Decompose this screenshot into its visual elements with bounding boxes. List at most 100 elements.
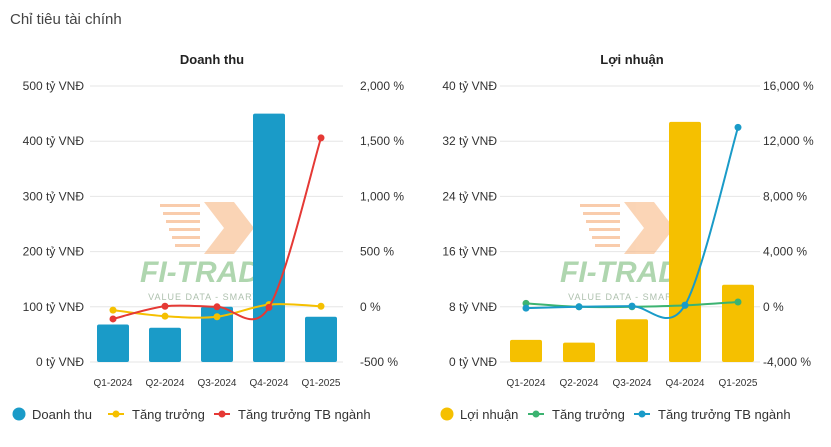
legend-marker <box>218 410 226 418</box>
line-tang-truong-tb-nganh <box>525 127 739 319</box>
bar-loi-nhuan <box>669 121 701 362</box>
left-axis-tick: 0 tỷ VNĐ <box>449 355 497 369</box>
watermark-stripe <box>592 236 620 239</box>
point-tang-truong-tb-nganh <box>317 134 325 142</box>
right-axis-tick: 500 % <box>360 245 394 259</box>
chart-title: Lợi nhuận <box>600 52 663 67</box>
legend-marker <box>532 410 540 418</box>
watermark-stripe <box>586 220 620 223</box>
chart-title: Doanh thu <box>180 52 244 67</box>
right-axis-tick: 4,000 % <box>763 245 807 259</box>
watermark-arrow-icon <box>624 202 674 254</box>
left-axis-tick: 8 tỷ VNĐ <box>449 300 497 314</box>
revenue-chart: Doanh thu 500 tỷ VNĐ 2,000 % 400 tỷ VNĐ 1,50… <box>12 52 404 422</box>
x-axis-tick: Q1-2024 <box>507 378 546 389</box>
x-axis-tick: Q1-2024 <box>94 378 133 389</box>
bar-loi-nhuan <box>510 339 542 362</box>
bar-loi-nhuan <box>563 342 595 362</box>
right-axis-tick: -500 % <box>360 355 398 369</box>
legend-bar-symbol <box>12 407 26 421</box>
watermark-tagline: VALUE DATA - SMART I <box>148 292 266 302</box>
legend-marker <box>638 410 646 418</box>
bar-doanh-thu <box>253 113 285 362</box>
point-tang-truong-tb-nganh <box>213 303 221 311</box>
watermark-stripe <box>172 236 200 239</box>
legend-label: Tăng trưởng <box>132 407 205 422</box>
legend-item-tang-truong-tb-nganh[interactable]: Tăng trưởng TB ngành <box>634 407 791 422</box>
point-tang-truong <box>161 312 169 320</box>
point-tang-truong <box>109 306 117 314</box>
point-tang-truong-tb-nganh <box>734 123 742 131</box>
left-axis-tick: 100 tỷ VNĐ <box>23 300 85 314</box>
right-axis-tick: 1,000 % <box>360 189 404 203</box>
bar-doanh-thu <box>149 327 181 362</box>
right-axis-tick: 8,000 % <box>763 189 807 203</box>
bar-doanh-thu <box>97 324 129 362</box>
left-axis-tick: 16 tỷ VNĐ <box>442 245 497 259</box>
point-tang-truong-tb-nganh <box>265 303 273 311</box>
watermark-stripe <box>166 220 200 223</box>
chart-group: Doanh thu 500 tỷ VNĐ 2,000 % 400 tỷ VNĐ 1,50… <box>12 52 404 422</box>
x-axis-tick: Q3-2024 <box>198 378 237 389</box>
left-axis-tick: 0 tỷ VNĐ <box>36 355 84 369</box>
legend-label: Tăng trưởng TB ngành <box>658 407 791 422</box>
right-axis-tick: 0 % <box>763 300 784 314</box>
x-axis-tick: Q1-2025 <box>719 378 758 389</box>
watermark-stripe <box>583 212 620 215</box>
watermark-stripe <box>160 204 200 207</box>
point-tang-truong-tb-nganh <box>628 302 636 310</box>
watermark-stripe <box>580 204 620 207</box>
legend-marker <box>112 410 120 418</box>
left-axis-tick: 200 tỷ VNĐ <box>23 245 85 259</box>
legend-item-loi-nhuan[interactable]: Lợi nhuận <box>440 407 519 422</box>
legend-label: Tăng trưởng TB ngành <box>238 407 371 422</box>
watermark-stripe <box>589 228 620 231</box>
point-tang-truong-tb-nganh <box>161 302 169 310</box>
right-axis-tick: -4,000 % <box>763 355 811 369</box>
watermark-tagline: VALUE DATA - SMART I <box>568 292 686 302</box>
right-axis-tick: 0 % <box>360 300 381 314</box>
point-tang-truong-tb-nganh <box>522 304 530 312</box>
profit-chart: Lợi nhuận 40 tỷ VNĐ 16,000 % 32 tỷ VNĐ 12,00… <box>440 52 814 422</box>
x-axis-tick: Q4-2024 <box>250 378 289 389</box>
watermark-stripe <box>163 212 200 215</box>
watermark-stripe <box>595 244 620 247</box>
watermark-arrow-icon <box>204 202 254 254</box>
line-tang-truong-tb-nganh <box>112 137 322 321</box>
bar-loi-nhuan <box>722 284 754 362</box>
x-axis-tick: Q4-2024 <box>666 378 705 389</box>
point-tang-truong <box>213 313 221 321</box>
legend-label: Tăng trưởng <box>552 407 625 422</box>
left-axis-tick: 32 tỷ VNĐ <box>442 134 497 148</box>
point-tang-truong-tb-nganh <box>681 301 689 309</box>
point-tang-truong-tb-nganh <box>109 315 117 323</box>
legend-label: Doanh thu <box>32 407 92 422</box>
legend-item-tang-truong[interactable]: Tăng trưởng <box>528 407 625 422</box>
right-axis-tick: 2,000 % <box>360 79 404 93</box>
x-axis-tick: Q2-2024 <box>560 378 599 389</box>
bar-loi-nhuan <box>616 319 648 362</box>
point-tang-truong <box>734 298 742 306</box>
legend-bar-symbol <box>440 407 454 421</box>
legend-item-tang-truong-tb-nganh[interactable]: Tăng trưởng TB ngành <box>214 407 371 422</box>
legend-item-tang-truong[interactable]: Tăng trưởng <box>108 407 205 422</box>
x-axis-tick: Q3-2024 <box>613 378 652 389</box>
x-axis-tick: Q1-2025 <box>302 378 341 389</box>
left-axis-tick: 24 tỷ VNĐ <box>442 189 497 203</box>
bar-doanh-thu <box>305 316 337 362</box>
point-tang-truong <box>317 302 325 310</box>
page-title: Chỉ tiêu tài chính <box>10 11 122 28</box>
legend-item-doanh-thu[interactable]: Doanh thu <box>12 407 93 422</box>
right-axis-tick: 1,500 % <box>360 134 404 148</box>
point-tang-truong <box>522 299 530 307</box>
left-axis-tick: 300 tỷ VNĐ <box>23 189 85 203</box>
right-axis-tick: 12,000 % <box>763 134 814 148</box>
point-tang-truong-tb-nganh <box>575 303 583 311</box>
right-axis-tick: 16,000 % <box>763 79 814 93</box>
left-axis-tick: 400 tỷ VNĐ <box>23 134 85 148</box>
left-axis-tick: 40 tỷ VNĐ <box>442 79 497 93</box>
watermark-stripe <box>169 228 200 231</box>
left-axis-tick: 500 tỷ VNĐ <box>23 79 85 93</box>
x-axis-tick: Q2-2024 <box>146 378 185 389</box>
